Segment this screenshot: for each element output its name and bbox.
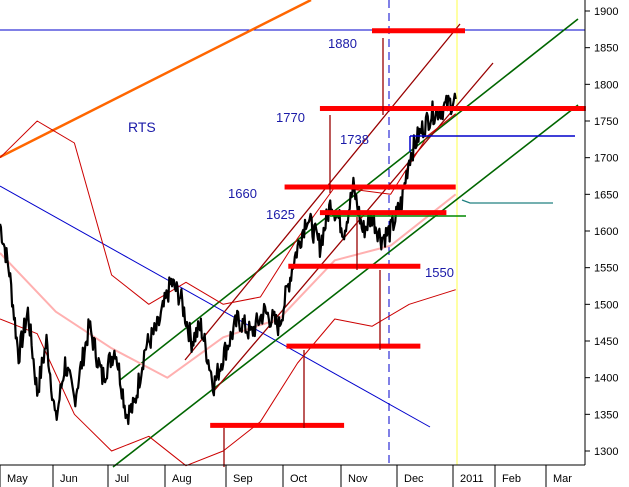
x-tick-label-2011: 2011 [460, 473, 484, 485]
level-label-1738: 1738 [340, 132, 369, 147]
bollinger-upper-band [0, 113, 457, 305]
x-tick-label-aug: Aug [172, 473, 192, 485]
y-tick-label-1300: 1300 [594, 446, 618, 458]
red-channel-lower [212, 62, 494, 393]
level-label-1880: 1880 [328, 36, 357, 51]
blue-downtrend-line [0, 185, 431, 428]
y-tick-label-1800: 1800 [594, 79, 618, 91]
y-tick-label-1900: 1900 [594, 6, 618, 18]
x-tick-label-oct: Oct [290, 473, 307, 485]
y-tick-label-1750: 1750 [594, 116, 618, 128]
chart-title: RTS [128, 119, 156, 135]
y-tick-label-1450: 1450 [594, 336, 618, 348]
green-channel-lower [112, 104, 579, 468]
x-tick-label-feb: Feb [502, 473, 521, 485]
plot-area [0, 0, 586, 468]
x-tick-label-mar: Mar [553, 473, 572, 485]
y-tick-label-1700: 1700 [594, 153, 618, 165]
level-label-1660: 1660 [228, 186, 257, 201]
x-tick-label-nov: Nov [348, 473, 368, 485]
level-label-1770: 1770 [276, 110, 305, 125]
x-tick-label-jun: Jun [60, 473, 78, 485]
level-label-1625: 1625 [266, 207, 295, 222]
y-tick-label-1500: 1500 [594, 299, 618, 311]
x-tick-label-dec: Dec [404, 473, 424, 485]
y-tick-label-1400: 1400 [594, 373, 618, 385]
red-channel-upper [184, 23, 461, 361]
y-tick-label-1550: 1550 [594, 263, 618, 275]
x-tick-label-sep: Sep [233, 473, 253, 485]
level-label-1550: 1550 [425, 265, 454, 280]
annotations: RTS 1880 1770 1738 1660 1625 1550 [128, 36, 454, 280]
bollinger-lower-band [0, 289, 456, 467]
y-tick-label-1600: 1600 [594, 226, 618, 238]
orange-trendline [0, 0, 312, 159]
y-tick-label-1350: 1350 [594, 409, 618, 421]
x-tick-label-jul: Jul [115, 473, 129, 485]
green-channel-upper [119, 18, 579, 381]
y-tick-label-1650: 1650 [594, 189, 618, 201]
price-line [0, 92, 457, 426]
teal-marker-line [461, 199, 553, 204]
x-tick-label-may: May [7, 473, 28, 485]
y-tick-label-1850: 1850 [594, 43, 618, 55]
